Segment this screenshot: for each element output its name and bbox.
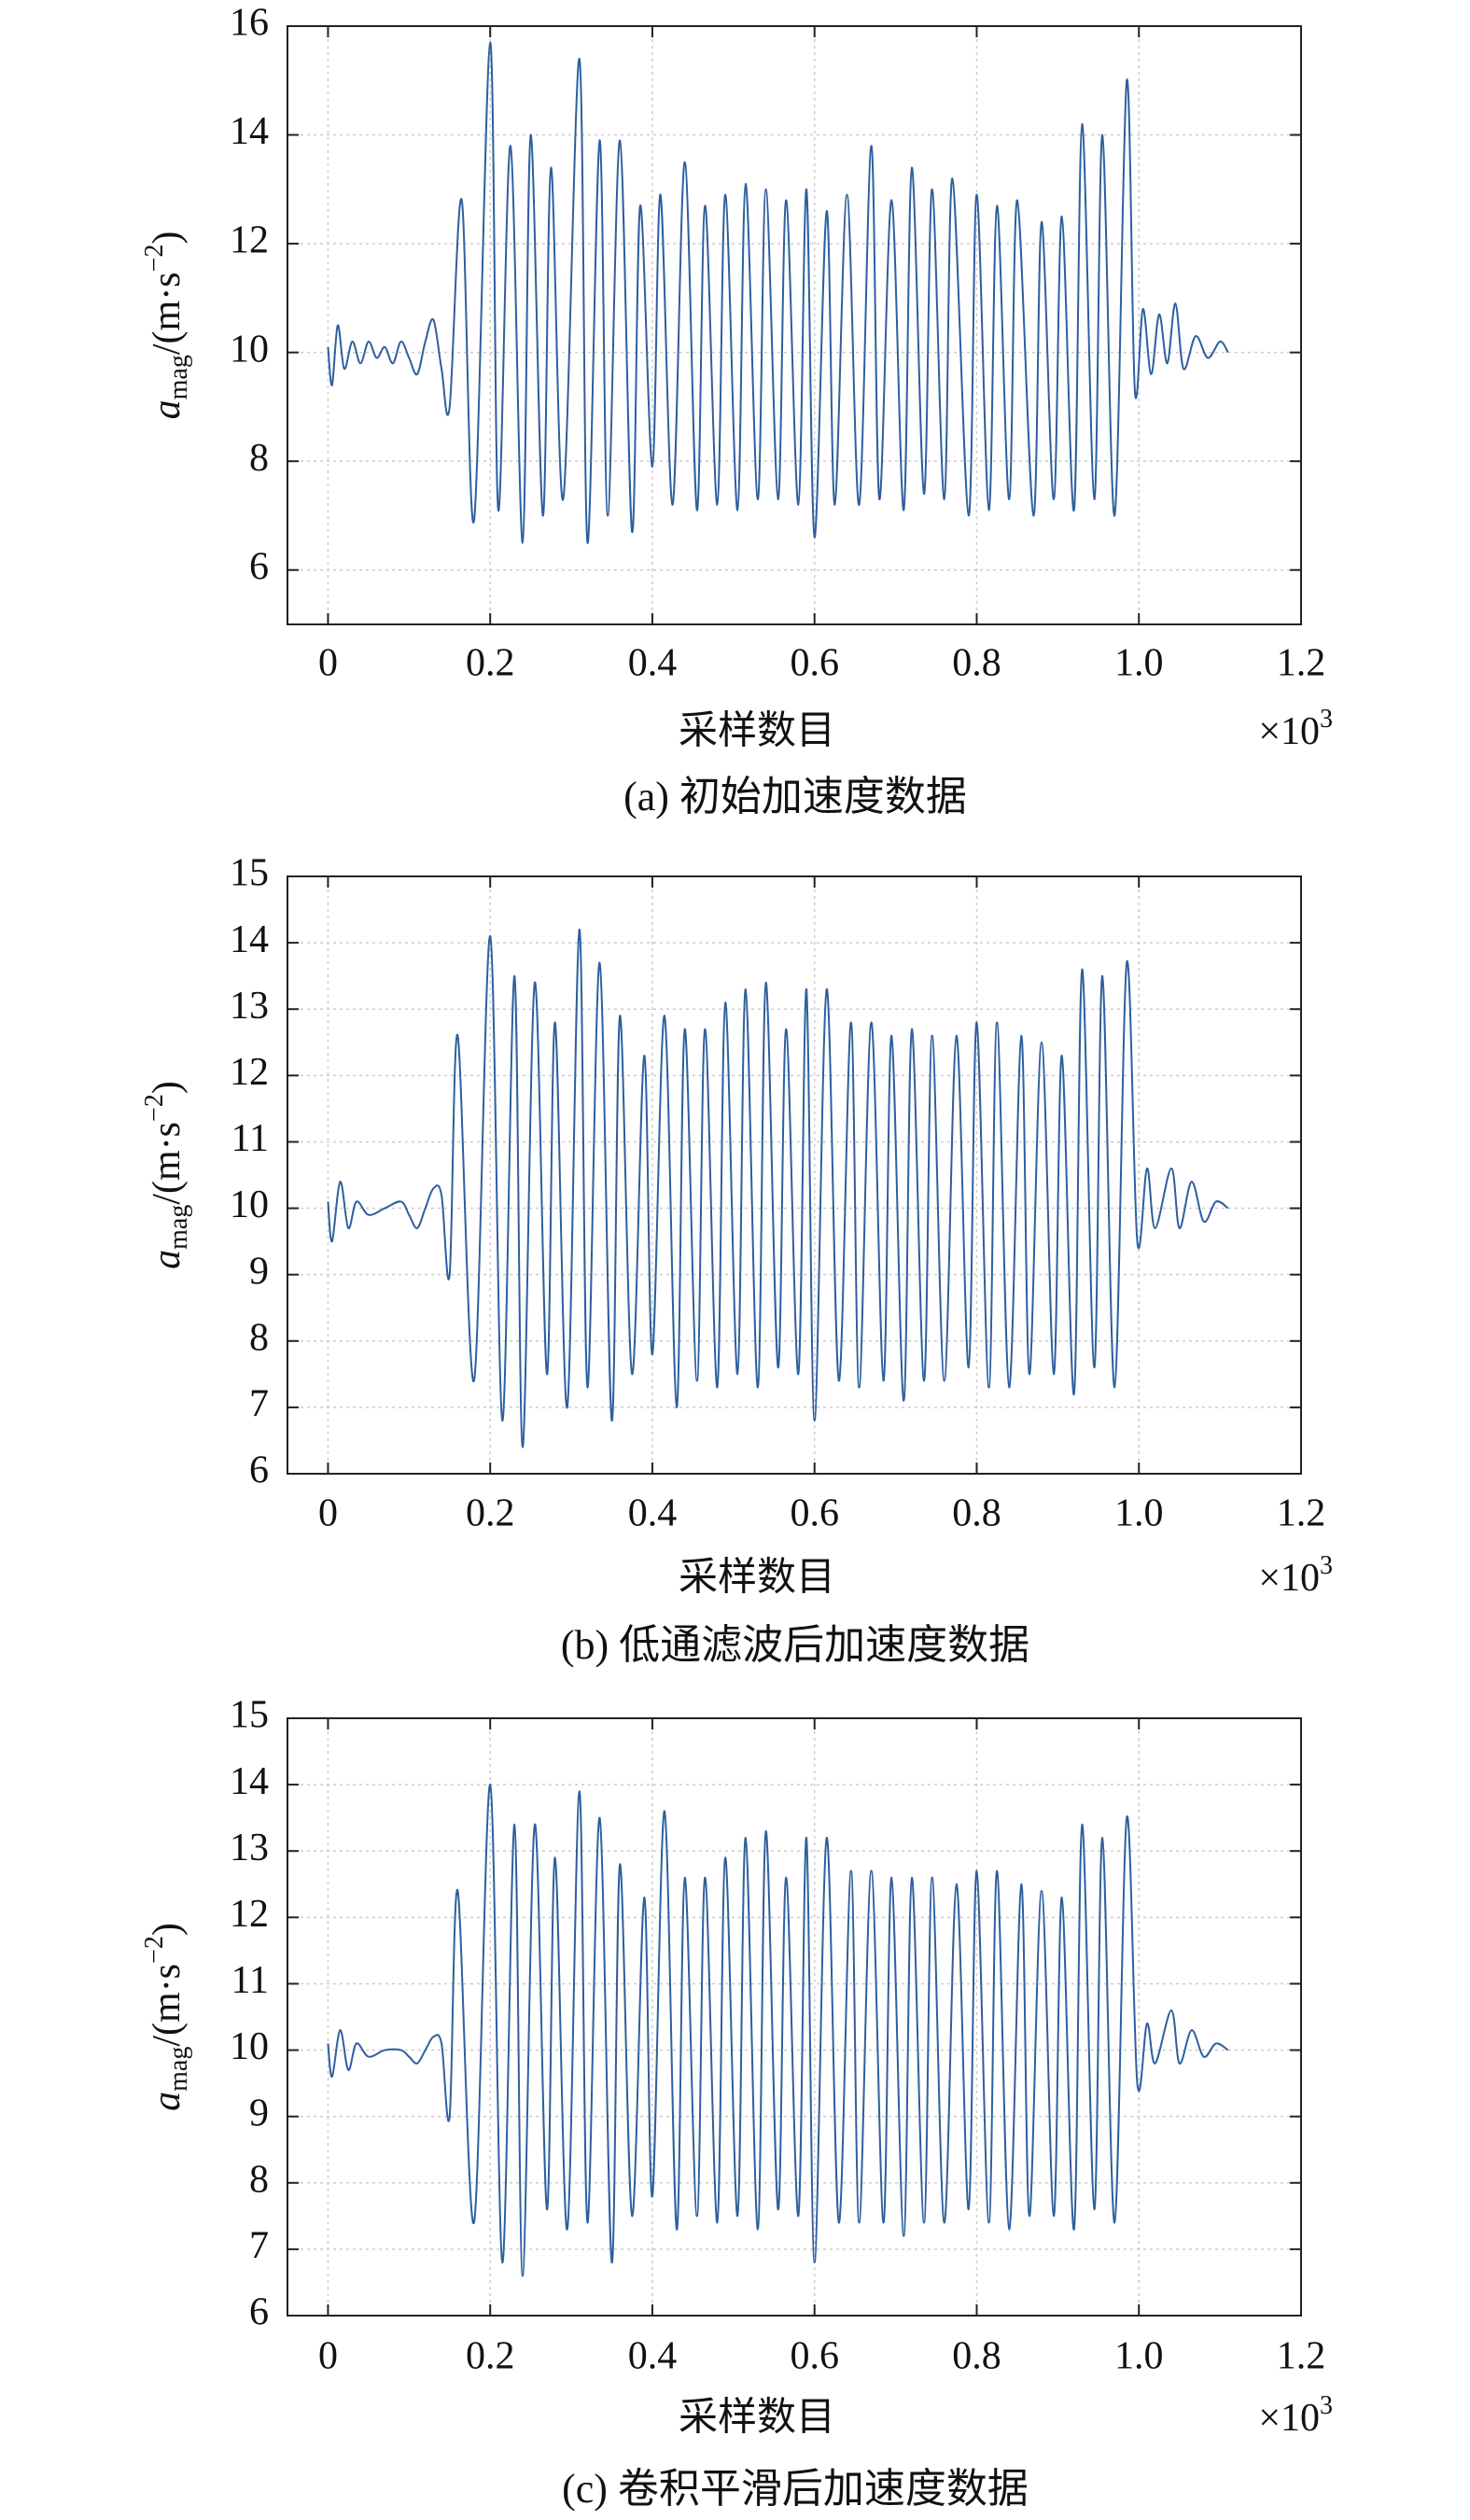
y-tick-label: 8 <box>249 1316 269 1359</box>
x-tick-label: 0.4 <box>628 1492 678 1535</box>
x-multiplier: ×103 <box>1258 2391 1333 2439</box>
y-tick-label: 12 <box>230 219 269 262</box>
x-multiplier: ×103 <box>1258 1551 1333 1599</box>
data-line <box>327 928 1229 1449</box>
x-multiplier: ×103 <box>1258 705 1333 752</box>
data-line <box>327 1784 1229 2277</box>
x-tick-label: 1.0 <box>1114 2335 1164 2378</box>
y-tick-label: 7 <box>249 2225 269 2268</box>
x-tick-label: 0.2 <box>466 1492 515 1535</box>
y-axis-label: amag/(m·s−2) <box>140 1923 193 2111</box>
y-tick-label: 7 <box>249 1383 269 1426</box>
y-label-symbol: a <box>146 399 189 419</box>
y-tick-label: 16 <box>230 2 269 45</box>
x-tick-label: 0.6 <box>790 642 839 685</box>
y-tick-label: 10 <box>230 328 269 371</box>
y-tick-label: 6 <box>249 545 269 588</box>
y-tick-label: 13 <box>230 1827 269 1869</box>
y-tick-label: 11 <box>231 1959 269 2002</box>
y-label-unit: /(m·s <box>146 1964 189 2047</box>
y-tick-label: 13 <box>230 985 269 1028</box>
y-tick-label: 10 <box>230 2025 269 2068</box>
plot-frame <box>287 25 1302 625</box>
x-tick-label: 0.4 <box>628 2335 678 2378</box>
x-tick-label: 1.2 <box>1277 2335 1326 2378</box>
caption: (b) 低通滤波后加速度数据 <box>561 1622 1029 1668</box>
y-tick-label: 8 <box>249 437 269 480</box>
multiplier-exponent: 3 <box>1320 705 1333 734</box>
plot-frame <box>287 1717 1302 2317</box>
y-axis-label: amag/(m·s−2) <box>140 1081 193 1269</box>
plot-frame <box>287 875 1302 1475</box>
y-tick-label: 6 <box>249 2291 269 2334</box>
y-label-close: ) <box>146 1923 189 1936</box>
y-tick-label: 12 <box>230 1051 269 1094</box>
data-line <box>327 41 1229 544</box>
multiplier-exponent: 3 <box>1320 2391 1333 2420</box>
x-tick-label: 0 <box>318 2335 338 2378</box>
y-label-close: ) <box>146 231 189 245</box>
y-label-exponent: −2 <box>140 1094 169 1122</box>
y-label-symbol: a <box>146 2092 189 2111</box>
y-tick-label: 10 <box>230 1183 269 1226</box>
x-axis-label: 采样数目 <box>679 2397 835 2440</box>
x-tick-label: 0.2 <box>466 642 515 685</box>
y-tick-label: 14 <box>230 110 269 153</box>
y-tick-label: 8 <box>249 2158 269 2201</box>
y-label-unit: /(m·s <box>146 272 189 355</box>
y-label-subscript: mag <box>164 355 193 399</box>
y-tick-label: 15 <box>230 852 269 895</box>
x-tick-label: 1.2 <box>1277 1492 1326 1535</box>
caption: (a) 初始加速度数据 <box>623 774 967 819</box>
y-label-symbol: a <box>146 1250 189 1269</box>
y-label-unit: /(m·s <box>146 1122 189 1205</box>
y-tick-label: 11 <box>231 1117 269 1160</box>
y-tick-label: 6 <box>249 1449 269 1492</box>
x-tick-label: 0 <box>318 1492 338 1535</box>
y-label-exponent: −2 <box>140 245 169 273</box>
x-tick-label: 0.2 <box>466 2335 515 2378</box>
y-tick-label: 9 <box>249 2092 269 2135</box>
y-tick-label: 9 <box>249 1250 269 1293</box>
multiplier-base: ×10 <box>1258 710 1320 753</box>
y-label-exponent: −2 <box>140 1936 169 1964</box>
x-tick-label: 1.2 <box>1277 642 1326 685</box>
y-tick-label: 14 <box>230 1760 269 1803</box>
x-tick-label: 0 <box>318 642 338 685</box>
x-tick-label: 0.8 <box>952 1492 1001 1535</box>
y-label-close: ) <box>146 1081 189 1094</box>
x-tick-label: 0.8 <box>952 642 1001 685</box>
y-label-subscript: mag <box>164 2047 193 2092</box>
y-tick-label: 12 <box>230 1893 269 1936</box>
x-tick-label: 1.0 <box>1114 642 1164 685</box>
x-tick-label: 0.6 <box>790 2335 839 2378</box>
x-axis-label: 采样数目 <box>679 710 835 753</box>
y-tick-label: 14 <box>230 918 269 961</box>
multiplier-base: ×10 <box>1258 1557 1320 1600</box>
multiplier-exponent: 3 <box>1320 1551 1333 1580</box>
x-axis-label: 采样数目 <box>679 1557 835 1600</box>
y-label-subscript: mag <box>164 1205 193 1250</box>
y-tick-label: 15 <box>230 1694 269 1737</box>
caption: (c) 卷积平滑后加速度数据 <box>562 2466 1029 2512</box>
x-tick-label: 1.0 <box>1114 1492 1164 1535</box>
x-tick-label: 0.6 <box>790 1492 839 1535</box>
multiplier-base: ×10 <box>1258 2397 1320 2440</box>
x-tick-label: 0.4 <box>628 642 678 685</box>
x-tick-label: 0.8 <box>952 2335 1001 2378</box>
y-axis-label: amag/(m·s−2) <box>140 231 193 420</box>
